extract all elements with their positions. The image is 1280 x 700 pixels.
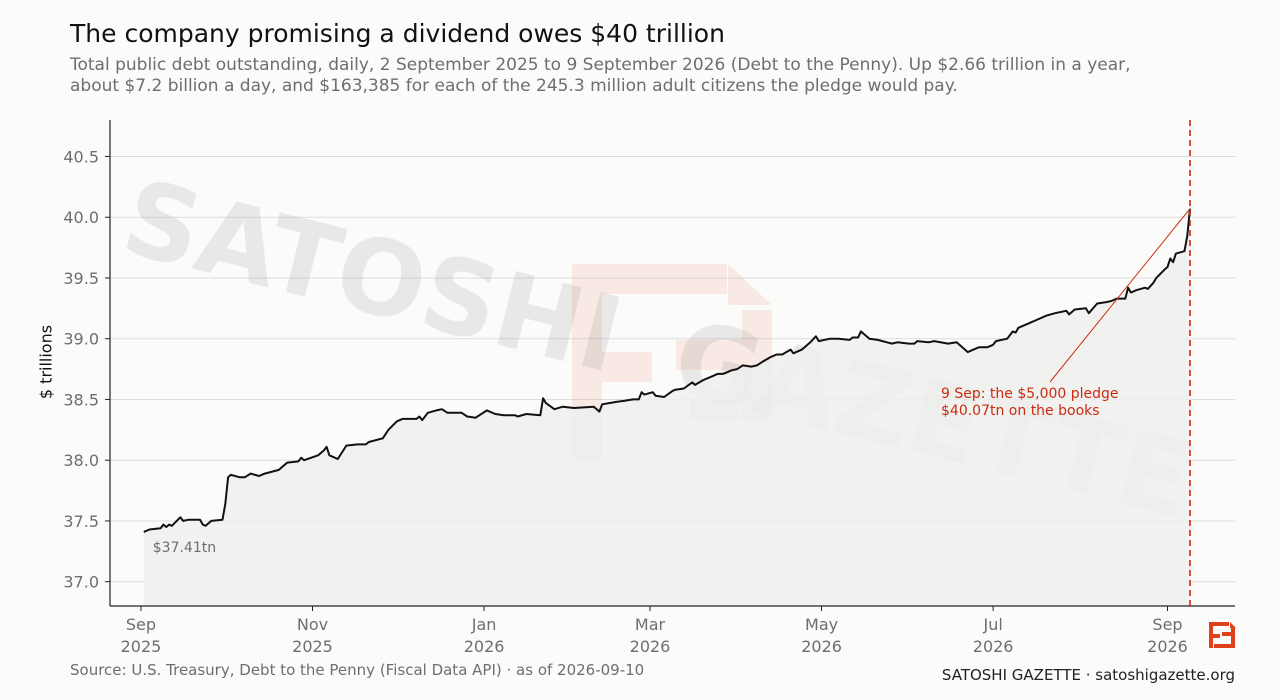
watermark-text-satoshi: SATOSHI xyxy=(112,156,634,397)
x-tick-label: Sep xyxy=(1152,615,1182,634)
y-tick-label: 40.5 xyxy=(63,147,99,166)
x-tick-year-label: 2026 xyxy=(973,637,1014,656)
debt-area-fill xyxy=(143,208,1190,606)
x-tick-label: Mar xyxy=(635,615,666,634)
annotation-leader-line xyxy=(1049,208,1191,383)
annotation-line-1: 9 Sep: the $5,000 pledge xyxy=(941,386,1119,402)
x-tick-year-label: 2025 xyxy=(292,637,333,656)
satoshi-gazette-logo-icon xyxy=(1209,622,1236,648)
y-tick-label: 40.0 xyxy=(63,208,99,227)
x-tick-label: Jul xyxy=(982,615,1002,634)
chart-subtitle: Total public debt outstanding, daily, 2 … xyxy=(70,55,1131,96)
x-axis-ticks: Sep 2025 Nov 2025 Jan 2026 Mar 2026 May 2026 Jul 20… xyxy=(121,606,1188,656)
brand-footer: SATOSHI GAZETTE · satoshigazette.org xyxy=(941,666,1235,684)
y-tick-label: 39.5 xyxy=(63,269,99,288)
x-tick-label: Sep xyxy=(126,615,156,634)
x-tick-year-label: 2026 xyxy=(630,637,671,656)
annotation-line-2: $40.07tn on the books xyxy=(941,403,1100,419)
y-axis-ticks: 37.0 37.5 38.0 38.5 39.0 39.5 40.0 40.5 xyxy=(63,147,110,592)
x-tick-year-label: 2025 xyxy=(121,637,162,656)
y-tick-label: 39.0 xyxy=(63,330,99,349)
x-tick-label: May xyxy=(805,615,838,634)
chart-title: The company promising a dividend owes $4… xyxy=(70,19,725,48)
x-tick-year-label: 2026 xyxy=(1147,637,1188,656)
start-value-label: $37.41tn xyxy=(153,540,216,556)
x-tick-year-label: 2026 xyxy=(464,637,505,656)
x-tick-label: Jan xyxy=(471,615,497,634)
y-tick-label: 37.5 xyxy=(63,512,99,531)
y-tick-label: 38.0 xyxy=(63,451,99,470)
source-note: Source: U.S. Treasury, Debt to the Penny… xyxy=(70,661,645,679)
x-tick-label: Nov xyxy=(297,615,328,634)
y-tick-label: 37.0 xyxy=(63,573,99,592)
debt-series-line xyxy=(143,208,1191,533)
x-tick-year-label: 2026 xyxy=(801,637,842,656)
y-tick-label: 38.5 xyxy=(63,390,99,409)
